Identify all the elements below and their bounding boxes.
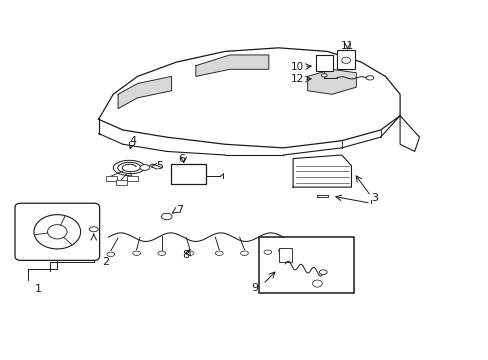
Bar [106,176,116,181]
Polygon shape [118,76,171,109]
Text: 9: 9 [250,283,258,293]
Ellipse shape [158,251,165,255]
Polygon shape [292,155,351,187]
Text: 7: 7 [176,205,183,215]
Circle shape [341,57,350,64]
Ellipse shape [321,74,326,77]
Circle shape [47,225,67,239]
Bar [336,50,355,69]
Polygon shape [399,116,419,152]
Polygon shape [317,195,327,197]
Text: 3: 3 [370,193,377,203]
Ellipse shape [132,251,140,255]
Text: 5: 5 [156,161,163,171]
Ellipse shape [215,251,223,255]
Ellipse shape [186,251,194,255]
Ellipse shape [264,250,271,254]
Ellipse shape [161,213,172,220]
Bar [315,55,332,71]
Polygon shape [307,69,356,94]
Bar [259,237,353,293]
Text: 8: 8 [182,250,189,260]
Ellipse shape [140,165,149,170]
Polygon shape [99,48,399,148]
Text: 12: 12 [290,74,303,84]
Text: 2: 2 [102,257,109,267]
Bar [116,180,126,185]
Ellipse shape [240,251,248,255]
Text: 11: 11 [340,41,353,51]
Text: 10: 10 [290,62,303,72]
Circle shape [312,280,322,287]
Ellipse shape [89,227,98,232]
Ellipse shape [278,249,286,253]
Ellipse shape [366,76,373,80]
Bar [278,248,291,262]
Text: 4: 4 [129,136,136,147]
FancyBboxPatch shape [15,203,100,260]
Polygon shape [196,55,268,76]
Circle shape [34,215,81,249]
Text: 6: 6 [178,154,184,164]
Text: 1: 1 [34,284,41,294]
Ellipse shape [107,252,115,256]
Bar [170,163,205,184]
Ellipse shape [319,270,326,274]
Bar [126,176,137,181]
